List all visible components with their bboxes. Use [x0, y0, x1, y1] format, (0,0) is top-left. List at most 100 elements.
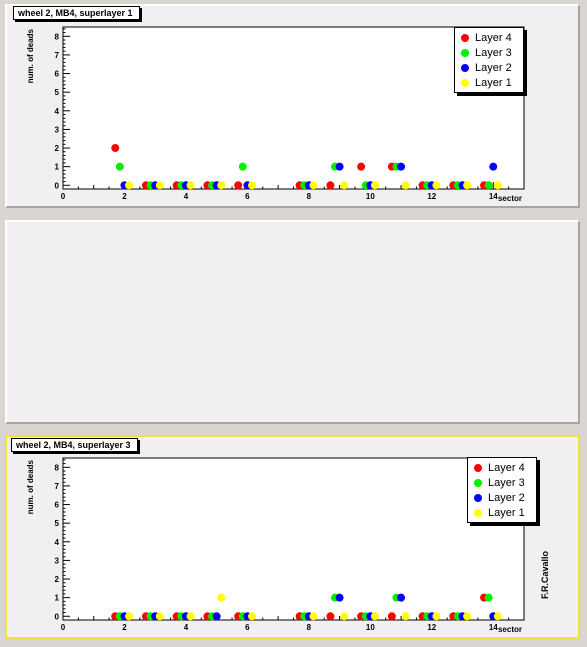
y-tick-label: 5 [55, 88, 60, 97]
data-point-layer-1 [370, 612, 379, 621]
x-tick-label: 6 [245, 623, 250, 632]
y-tick-label: 1 [55, 163, 60, 172]
y-tick-label: 7 [55, 482, 60, 491]
legend-label: Layer 2 [488, 491, 525, 504]
data-point-layer-1 [155, 612, 164, 621]
legend-entry: Layer 1 [468, 505, 536, 520]
x-tick-label: 10 [366, 623, 375, 632]
legend-marker [461, 63, 469, 72]
chart-title: wheel 2, MB4, superlayer 1 [13, 6, 140, 20]
data-point-layer-1 [432, 181, 441, 190]
legend-marker [461, 33, 469, 42]
legend-entry: Layer 1 [455, 75, 523, 90]
y-tick-label: 0 [55, 612, 60, 621]
data-point-layer-2 [212, 612, 221, 621]
plot-frame [62, 457, 525, 621]
legend-marker [474, 478, 482, 487]
data-point-layer-4 [234, 181, 243, 190]
legend-label: Layer 3 [475, 46, 512, 59]
data-point-layer-3 [238, 162, 247, 171]
legend-entry: Layer 2 [455, 60, 523, 75]
x-tick-label: 2 [122, 192, 127, 201]
y-tick-label: 2 [55, 575, 60, 584]
legend-entry: Layer 3 [468, 475, 536, 490]
data-point-layer-1 [217, 181, 226, 190]
x-tick-label: 14 [489, 623, 498, 632]
data-point-layer-2 [335, 162, 344, 171]
data-point-layer-3 [115, 162, 124, 171]
x-tick-label: 0 [61, 623, 66, 632]
data-point-layer-1 [432, 612, 441, 621]
y-tick-label: 3 [55, 125, 60, 134]
x-tick-label: 8 [307, 623, 312, 632]
data-point-layer-3 [484, 181, 493, 190]
y-axis-label: num. of deads [26, 459, 35, 514]
legend: Layer 4 Layer 3 Layer 2 Layer 1 [467, 457, 537, 523]
legend-entry: Layer 3 [455, 45, 523, 60]
y-tick-label: 3 [55, 556, 60, 565]
legend-entry: Layer 2 [468, 490, 536, 505]
data-point-layer-1 [463, 181, 472, 190]
data-point-layer-1 [493, 181, 502, 190]
data-point-layer-1 [463, 612, 472, 621]
x-tick-label: 2 [122, 623, 127, 632]
x-tick-label: 6 [245, 192, 250, 201]
data-point-layer-1 [186, 612, 195, 621]
data-point-layer-1 [248, 612, 257, 621]
x-tick-label: 8 [307, 192, 312, 201]
empty-pad [5, 220, 580, 424]
y-tick-label: 6 [55, 501, 60, 510]
data-point-layer-4 [357, 162, 366, 171]
data-point-layer-1 [401, 181, 410, 190]
y-tick-label: 4 [55, 538, 60, 547]
x-tick-label: 4 [184, 623, 189, 632]
plot-frame [62, 26, 525, 190]
data-point-layer-1 [340, 181, 349, 190]
data-point-layer-4 [326, 181, 335, 190]
legend-label: Layer 4 [488, 461, 525, 474]
legend-label: Layer 4 [475, 31, 512, 44]
data-point-layer-1 [370, 181, 379, 190]
y-tick-label: 6 [55, 70, 60, 79]
x-tick-label: 12 [427, 192, 436, 201]
legend-label: Layer 1 [475, 76, 512, 89]
legend-marker [474, 508, 482, 517]
legend-marker [461, 78, 469, 87]
data-point-layer-2 [397, 162, 406, 171]
y-tick-label: 7 [55, 51, 60, 60]
y-tick-label: 0 [55, 181, 60, 190]
data-point-layer-4 [326, 612, 335, 621]
y-axis-label: num. of deads [26, 28, 35, 83]
y-tick-label: 1 [55, 594, 60, 603]
x-tick-label: 10 [366, 192, 375, 201]
legend: Layer 4 Layer 3 Layer 2 Layer 1 [454, 27, 524, 93]
y-tick-label: 2 [55, 144, 60, 153]
x-axis-label: sector [498, 194, 522, 203]
data-point-layer-1 [186, 181, 195, 190]
legend-label: Layer 1 [488, 506, 525, 519]
plot-pad-superlayer-1: 0 2 4 6 8 10 12 14 0 1 2 3 4 5 6 7 8 sector num. of deads … [5, 4, 580, 208]
data-point-layer-1 [493, 612, 502, 621]
chart-title: wheel 2, MB4, superlayer 3 [11, 438, 138, 452]
y-tick-label: 5 [55, 519, 60, 528]
plot-pad-superlayer-3: 0 2 4 6 8 10 12 14 0 1 2 3 4 5 6 7 8 sector num. of deads … [5, 435, 580, 639]
x-tick-label: 14 [489, 192, 498, 201]
x-tick-label: 0 [61, 192, 66, 201]
data-point-layer-1 [401, 612, 410, 621]
data-point-layer-1 [125, 181, 134, 190]
author-credit: F.R.Cavallo [540, 550, 550, 599]
data-point-layer-4 [111, 144, 120, 153]
data-point-layer-2 [335, 593, 344, 602]
x-tick-label: 4 [184, 192, 189, 201]
y-tick-label: 4 [55, 107, 60, 116]
legend-entry: Layer 4 [455, 30, 523, 45]
data-point-layer-2 [397, 593, 406, 602]
y-tick-label: 8 [55, 32, 60, 41]
x-axis-label: sector [498, 625, 522, 634]
data-point-layer-1 [217, 593, 226, 602]
legend-marker [474, 463, 482, 472]
data-point-layer-2 [489, 162, 498, 171]
data-point-layer-1 [125, 612, 134, 621]
